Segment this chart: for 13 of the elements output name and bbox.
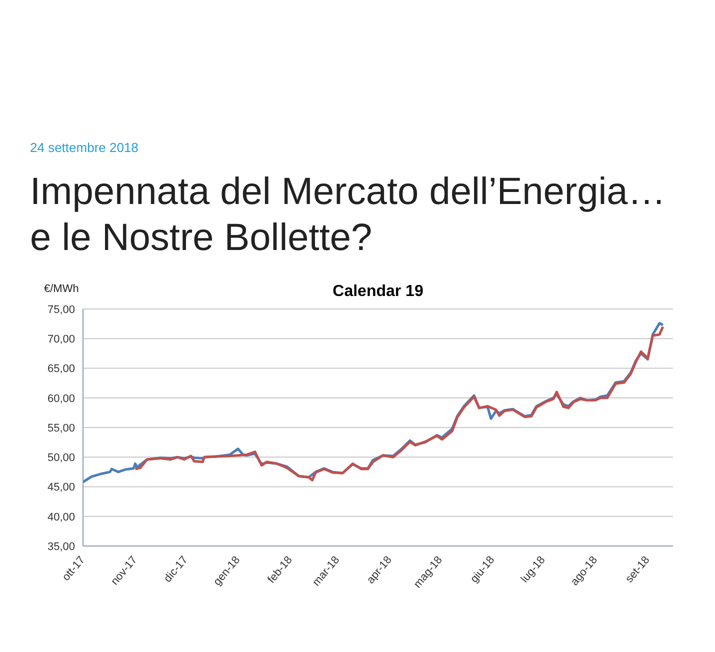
text: Impennata del Mercato dell’Energia… e le Nostre Bollette? — [30, 170, 667, 261]
y-axis-title: €/MWh — [44, 283, 79, 295]
y-tick-label: 70,00 — [47, 334, 75, 346]
y-tick-label: 55,00 — [47, 422, 75, 434]
text: 24 settembre 2018 — [30, 140, 140, 155]
chart-title: Calendar 19 — [332, 283, 424, 300]
y-tick-label: 60,00 — [47, 392, 75, 405]
y-tick-label: 45,00 — [47, 482, 75, 494]
y-tick-label: 35,00 — [47, 540, 75, 553]
y-tick-label: 40,00 — [47, 511, 75, 524]
y-tick-label: 75,00 — [47, 304, 75, 316]
y-tick-label: 65,00 — [47, 363, 75, 376]
y-tick-label: 50,00 — [47, 452, 75, 464]
